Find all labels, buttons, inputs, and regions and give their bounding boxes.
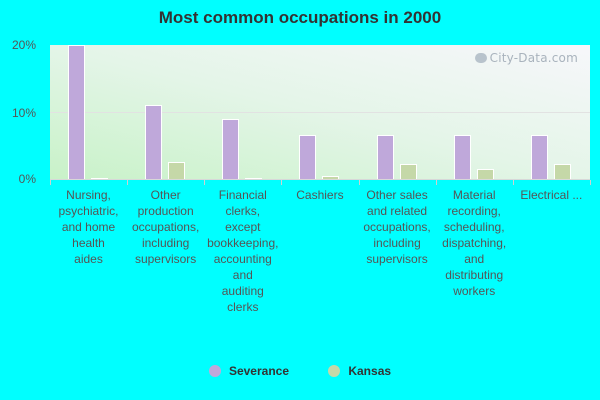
kansas-swatch-icon	[328, 365, 341, 377]
severance-swatch-icon	[208, 365, 221, 377]
bar-severance-2[interactable]	[222, 119, 240, 179]
bar-kansas-3[interactable]	[322, 175, 340, 179]
bar-kansas-5[interactable]	[476, 168, 494, 179]
y-tick-10: 10%	[11, 106, 36, 120]
watermark: City-Data.com	[474, 51, 578, 65]
x-label-1: Other production occupations, including supe…	[131, 188, 200, 266]
plot-area: City-Data.com	[50, 45, 590, 180]
bar-severance-5[interactable]	[453, 134, 471, 179]
x-label-2: Financial clerks, except bookkeeping, accoun…	[207, 188, 279, 314]
chart-title: Most common occupations in 2000	[158, 8, 442, 27]
bar-severance-4[interactable]	[376, 134, 394, 179]
x-label-4: Other sales and related occupations, includ…	[363, 188, 431, 266]
gridline-10	[50, 112, 590, 113]
city-data-logo-icon	[474, 53, 487, 63]
x-label-3: Cashiers	[296, 188, 344, 202]
bar-kansas-4[interactable]	[399, 164, 417, 179]
bar-severance-3[interactable]	[299, 134, 317, 179]
bar-kansas-2[interactable]	[245, 177, 263, 179]
x-tick	[435, 180, 437, 185]
bar-kansas-1[interactable]	[168, 161, 186, 179]
y-tick-0: 0%	[18, 172, 36, 186]
x-label-0: Nursing, psychiatric, and home health aides	[58, 188, 119, 266]
x-tick	[127, 180, 129, 185]
x-tick	[50, 180, 51, 185]
legend-item-kansas[interactable]: Kansas	[328, 364, 391, 378]
x-tick	[204, 180, 206, 185]
x-label-5: Material recording, scheduling, dispatching…	[442, 188, 507, 298]
bar-severance-1[interactable]	[145, 104, 163, 179]
x-label-6: Electrical ...	[520, 188, 583, 202]
bar-kansas-0[interactable]	[91, 177, 108, 179]
x-tick	[590, 180, 591, 185]
legend-item-severance[interactable]: Severance	[208, 364, 289, 378]
bar-severance-0[interactable]	[68, 45, 85, 179]
x-tick	[512, 180, 514, 185]
x-tick	[358, 180, 360, 185]
y-tick-20: 20%	[11, 38, 36, 52]
legend: Severance Kansas	[0, 364, 600, 380]
bar-severance-6[interactable]	[530, 134, 548, 179]
x-tick	[281, 180, 283, 185]
bar-kansas-6[interactable]	[553, 164, 571, 179]
